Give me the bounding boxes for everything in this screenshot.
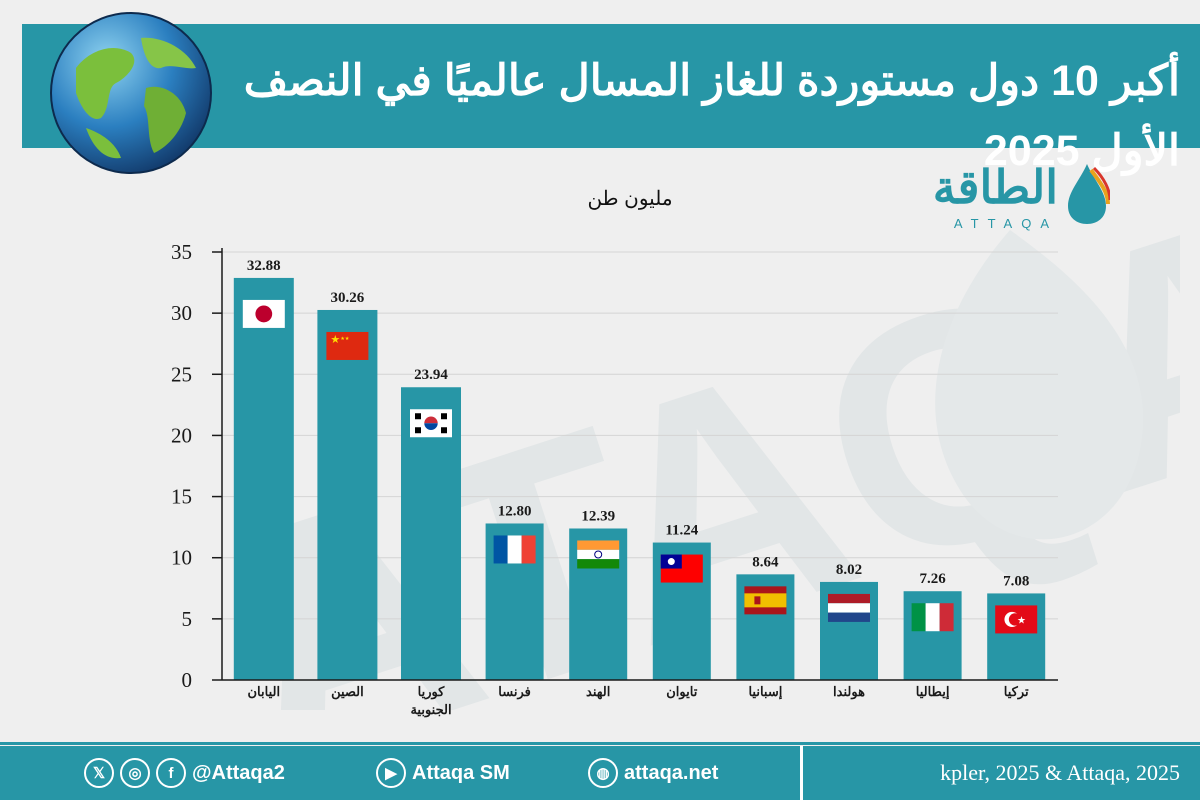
drop-icon (1068, 164, 1110, 224)
youtube-icon[interactable]: ▶ (376, 758, 406, 788)
globe-icon[interactable]: ◍ (588, 758, 618, 788)
logo-arabic-text: الطاقة (932, 161, 1058, 213)
netherlands-flag-icon (828, 593, 870, 622)
y-tick-label: 15 (171, 485, 192, 509)
data-label: 23.94 (414, 367, 448, 383)
data-label: 7.26 (919, 571, 946, 587)
data-label: 12.80 (498, 503, 532, 519)
france-flag-icon (493, 535, 536, 564)
x-tick-label: تايوان (666, 684, 697, 700)
data-label: 32.88 (247, 258, 281, 274)
footer-top-line (0, 742, 1200, 745)
x-tick-label: هولندا (833, 684, 865, 700)
bar (317, 309, 378, 680)
y-tick-label: 25 (171, 362, 192, 386)
x-tick-label: كوريا الجنوبية (410, 684, 451, 718)
x-tick-label: فرنسا (498, 684, 531, 700)
website-link[interactable]: attaqa.net (624, 761, 719, 784)
china-flag-icon: ★ ★★ (326, 331, 369, 360)
y-tick-label: 30 (171, 301, 192, 325)
x-tick-label: تركيا (1004, 684, 1029, 700)
turkey-flag-icon: ★ (995, 605, 1038, 634)
y-axis-unit-label: مليون طن (587, 188, 673, 210)
south-korea-flag-icon (410, 409, 452, 438)
x-tick-label: إيطاليا (916, 684, 950, 700)
svg-text:★: ★ (1017, 615, 1026, 626)
y-tick-label: 35 (171, 240, 192, 264)
header-bar (22, 24, 1200, 148)
x-tick-label: إسبانيا (748, 684, 782, 700)
instagram-icon[interactable]: ◎ (120, 758, 150, 788)
data-label: 8.02 (836, 562, 862, 578)
svg-text:★: ★ (330, 334, 340, 346)
y-tick-label: 0 (182, 668, 193, 692)
footer-divider (800, 746, 803, 800)
svg-text:★★: ★★ (340, 336, 349, 342)
x-tick-label: اليابان (248, 684, 281, 699)
taiwan-flag-icon (660, 554, 703, 583)
globe-icon (50, 12, 212, 174)
spain-flag-icon (744, 586, 787, 615)
data-label: 11.24 (665, 523, 698, 539)
bar (233, 277, 294, 680)
italy-flag-icon (911, 603, 954, 632)
x-icon[interactable]: 𝕏 (84, 758, 114, 788)
y-tick-label: 10 (171, 546, 192, 570)
logo-latin-text: ATTAQA (953, 216, 1058, 231)
source-text: kpler, 2025 & Attaqa, 2025 (940, 760, 1180, 785)
data-label: 8.64 (752, 554, 779, 570)
x-tick-label: الصين (331, 684, 364, 700)
attaqa-logo: الطاقة ATTAQA (930, 160, 1150, 240)
y-tick-label: 5 (182, 607, 193, 631)
page-title: أكبر 10 دول مستوردة للغاز المسال عالميًا… (243, 57, 1180, 175)
data-label: 30.26 (331, 290, 365, 306)
social-handle[interactable]: @Attaqa2 (192, 761, 285, 784)
facebook-icon[interactable]: f (156, 758, 186, 788)
footer: 𝕏 ◎ f @Attaqa2 ▶ Attaqa SM ◍ attaqa.net … (0, 746, 1200, 800)
india-flag-icon (577, 540, 620, 569)
youtube-channel[interactable]: Attaqa SM (412, 761, 510, 784)
data-label: 7.08 (1003, 573, 1029, 589)
japan-flag-icon (242, 299, 285, 328)
x-tick-label: الهند (586, 684, 610, 700)
y-tick-label: 20 (171, 423, 192, 447)
data-label: 12.39 (581, 508, 615, 524)
